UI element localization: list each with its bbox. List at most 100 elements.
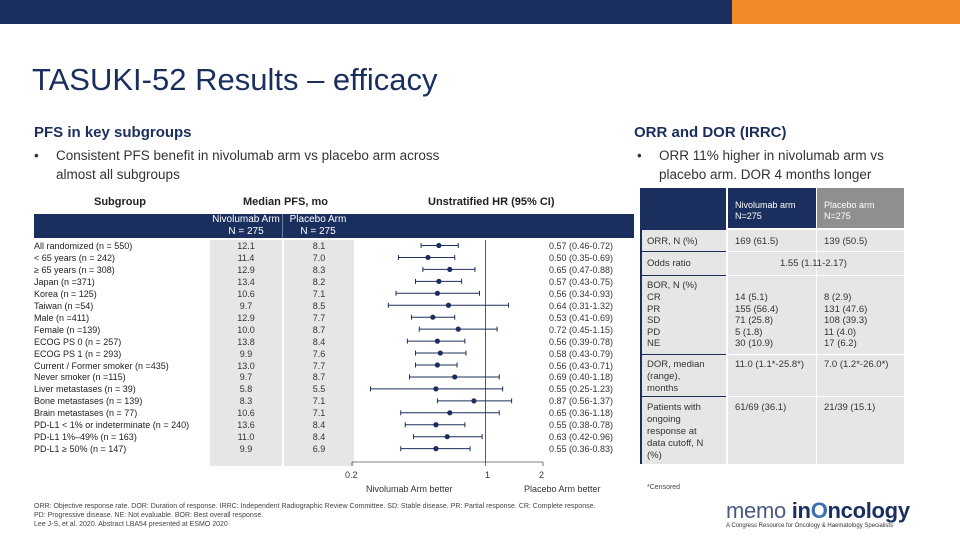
hr-ci-text: 0.63 (0.42-0.96) — [549, 432, 614, 442]
logo-wordmark: memo inOncology — [726, 498, 910, 524]
subgroup-label: Japan (n =371) — [34, 277, 95, 287]
subgroup-label: Taiwan (n =54) — [34, 301, 94, 311]
hr-ci-text: 0.55 (0.38-0.78) — [549, 420, 614, 430]
orr-niv-col-label: Nivolumab arm — [735, 200, 796, 210]
pbo-median-pfs: 7.1 — [312, 396, 326, 406]
hr-point — [434, 290, 441, 296]
logo-tagline: A Congress Resource for Oncology & Haema… — [726, 523, 894, 529]
column-separator — [282, 214, 283, 238]
dor-label-line: months — [647, 383, 679, 394]
pbo-median-pfs: 8.3 — [312, 265, 326, 275]
axis-tick-label: 1 — [485, 470, 491, 480]
pbo-median-pfs: 8.7 — [312, 325, 326, 335]
subgroup-label: All randomized (n = 550) — [34, 241, 133, 251]
orr-niv-header-bar — [728, 188, 816, 228]
niv-median-pfs: 10.0 — [237, 325, 255, 335]
niv-median-pfs: 12.9 — [237, 313, 255, 323]
bor-pbo-value: 8 (2.9) — [824, 292, 852, 303]
orr-bullet-line2: placebo arm. DOR 4 months longer — [659, 167, 872, 182]
bor-category: CR — [647, 292, 661, 303]
subgroup-label: Brain metastases (n = 77) — [34, 408, 138, 418]
hr-point — [447, 410, 453, 416]
dor-label-line: (range), — [647, 371, 681, 382]
bor-category: NE — [647, 338, 661, 349]
memo-inoncology-logo: memo inOncology A Congress Resource for … — [726, 498, 910, 529]
pbo-median-pfs: 8.4 — [312, 432, 326, 442]
logo-part: memo — [726, 498, 792, 523]
pfs-bullet-line1: Consistent PFS benefit in nivolumab arm … — [56, 148, 440, 163]
niv-median-pfs: 13.8 — [237, 337, 255, 347]
bor-category: PR — [647, 304, 661, 315]
bor-niv-value: 5 (1.8) — [735, 327, 763, 338]
ongoing-label-cell — [642, 397, 726, 464]
pbo-col-n: N = 275 — [300, 226, 336, 237]
axis-tick-label: 0.2 — [345, 470, 358, 480]
axis-tick-label: 2 — [539, 470, 545, 480]
hr-ci-text: 0.50 (0.35-0.69) — [549, 253, 614, 263]
pbo-median-pfs: 8.2 — [312, 277, 326, 287]
subgroup-label: Korea (n = 125) — [34, 289, 97, 299]
ongoing-label-line: ongoing — [647, 414, 681, 425]
ongoing-niv-value: 61/69 (36.1) — [735, 402, 787, 413]
orr-pbo-column-header: Placebo arm N=275 — [824, 200, 875, 222]
bor-label-cell — [642, 276, 726, 354]
pfs-bullet-text: Consistent PFS benefit in nivolumab arm … — [56, 146, 439, 184]
pbo-col-label: Placebo Arm — [289, 214, 347, 225]
niv-median-pfs: 9.9 — [239, 349, 253, 359]
subgroup-label: PD-L1 < 1% or indeterminate (n = 240) — [34, 420, 190, 430]
pbo-median-pfs: 5.5 — [312, 384, 326, 394]
orr-pbo-value: 139 (50.5) — [824, 236, 868, 247]
bor-niv-value: 155 (56.4) — [735, 304, 779, 315]
nivolumab-column-header: Nivolumab Arm N = 275 — [210, 214, 282, 238]
placebo-column-bg — [284, 240, 354, 466]
niv-median-pfs: 10.6 — [237, 408, 255, 418]
hr-ci-text: 0.72 (0.45-1.15) — [549, 325, 614, 335]
hr-point — [452, 374, 458, 380]
pbo-median-pfs: 7.7 — [312, 313, 326, 323]
pbo-median-pfs: 8.5 — [312, 301, 326, 311]
hr-point — [430, 314, 436, 320]
pbo-median-pfs: 8.1 — [312, 241, 326, 251]
subgroup-label: Current / Former smoker (n =435) — [34, 361, 169, 371]
placebo-better-label: Placebo Arm better — [524, 484, 601, 494]
censored-note: *Censored — [647, 484, 681, 491]
bor-niv-value: 14 (5.1) — [735, 292, 768, 303]
hr-ci-text: 0.65 (0.47-0.88) — [549, 265, 614, 275]
niv-median-pfs: 9.7 — [239, 301, 253, 311]
subgroup-label: Never smoker (n =115) — [34, 372, 126, 382]
bor-pbo-value: 17 (6.2) — [824, 338, 857, 349]
subgroup-header-bar — [34, 214, 210, 238]
hr-point — [433, 386, 439, 392]
niv-median-pfs: 10.6 — [237, 289, 255, 299]
ongoing-label: Patients with ongoing response at data c… — [647, 402, 703, 462]
subgroup-label: Male (n =411) — [34, 313, 90, 323]
orr-pbo-col-label: Placebo arm — [824, 200, 875, 210]
orr-label-cell — [642, 230, 726, 251]
hr-ci-text: 0.56 (0.34-0.93) — [549, 289, 614, 299]
bor-niv-value: 71 (25.8) — [735, 315, 774, 326]
hr-point — [445, 302, 452, 308]
hr-point — [434, 362, 441, 368]
dor-niv-value: 11.0 (1.1*-25.8*) — [735, 359, 805, 370]
pbo-median-pfs: 8.4 — [312, 337, 326, 347]
bor-pbo-value: 108 (39.3) — [824, 315, 868, 326]
hr-header: Unstratified HR (95% CI) — [428, 196, 555, 208]
pbo-median-pfs: 7.6 — [312, 349, 326, 359]
orr-niv-column-header: Nivolumab arm N=275 — [735, 200, 796, 222]
nivolumab-column-bg — [210, 240, 282, 466]
hr-ci-text: 0.64 (0.31-1.32) — [549, 301, 614, 311]
subgroup-label: ECOG PS 0 (n = 257) — [34, 337, 122, 347]
pbo-median-pfs: 8.4 — [312, 420, 326, 430]
hr-point — [455, 326, 461, 332]
subgroup-label: Female (n =139) — [34, 325, 101, 335]
hr-ci-text: 0.56 (0.39-0.78) — [549, 337, 614, 347]
orr-niv-value: 169 (61.5) — [735, 236, 779, 247]
hr-ci-text: 0.57 (0.43-0.75) — [549, 277, 614, 287]
bor-pbo-value: 11 (4.0) — [824, 327, 857, 338]
footnote-abbreviations-2: PD: Progressive disease. NE: Not evaluab… — [34, 512, 264, 519]
bor-label: BOR, N (%) — [647, 280, 698, 291]
hr-ci-text: 0.56 (0.43-0.71) — [549, 361, 614, 371]
pbo-median-pfs: 7.7 — [312, 361, 326, 371]
orr-heading: ORR and DOR (IRRC) — [634, 124, 787, 141]
logo-part: in — [791, 498, 811, 523]
